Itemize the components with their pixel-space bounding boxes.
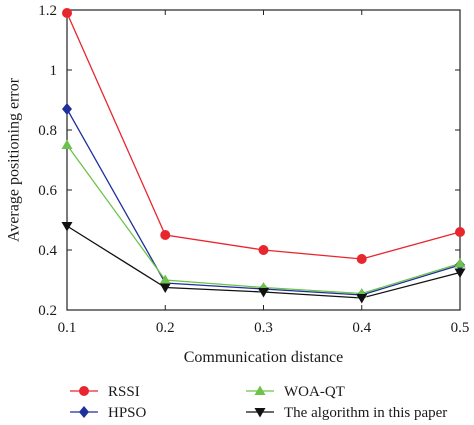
data-point [454,268,466,278]
data-point [454,258,466,268]
series-markers [61,8,466,304]
data-point [356,294,368,304]
data-point [159,283,171,293]
data-point [356,254,367,264]
x-tick-label: 0.3 [254,320,273,336]
legend-marker [254,385,266,395]
y-tick-label: 0.2 [38,303,57,319]
data-point [62,103,72,115]
legend-item: WOA-QT [246,384,345,400]
x-tick-label: 0.1 [58,320,77,336]
legend-item: RSSI [70,384,140,400]
legend-label: RSSI [108,384,140,400]
legend-marker [254,408,266,418]
series-lines [66,12,461,299]
data-point [61,222,73,232]
series-line-hpso [66,108,461,296]
data-point [258,288,269,298]
y-tick-label: 0.6 [38,183,57,199]
legend: RSSI HPSO WOA-QT The algorithm in this pape… [70,384,447,421]
plot-frame [66,9,461,311]
legend-marker [79,406,89,418]
x-tick-label: 0.4 [352,320,371,336]
data-point [61,139,73,149]
y-tick-label: 1.2 [38,3,57,19]
data-point [159,274,171,284]
y-tick-label: 0.8 [38,123,57,139]
y-tick-label: 0.4 [38,243,57,259]
y-axis-title: Average positioning error [6,77,23,242]
data-point [62,8,72,18]
axes: 0.1 0.2 0.3 0.4 0.50.20.40.60.811.2 [38,3,469,336]
legend-label: The algorithm in this paper [284,405,447,421]
series-line-woa-qt [66,144,461,295]
legend-label: WOA-QT [284,384,345,400]
x-tick-label: 0.5 [451,320,470,336]
x-axis-title: Communication distance [184,349,344,366]
x-tick-label: 0.2 [156,320,175,336]
legend-marker [79,386,89,396]
data-point [455,227,465,237]
legend-item: HPSO [70,405,147,421]
series-line-rssi [66,12,461,260]
data-point [160,230,171,240]
legend-label: HPSO [108,405,147,421]
y-tick-label: 1 [50,63,58,79]
legend-item: The algorithm in this paper [246,405,447,421]
data-point [258,245,269,255]
